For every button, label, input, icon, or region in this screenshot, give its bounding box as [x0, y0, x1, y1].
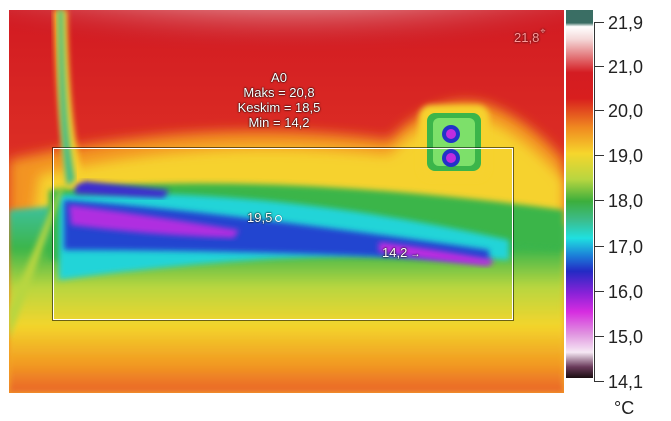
hotspot-value: 21,8 — [514, 30, 540, 45]
roi-min: Min = 14,2 — [248, 115, 310, 130]
scale-tick — [594, 155, 604, 156]
hotspot-marker: 21,8⌖ — [514, 26, 546, 45]
scale-label: 20,0 — [608, 101, 644, 121]
thermal-image: A0 Maks = 20,8 Keskim = 18,5 Min = 14,2 … — [9, 10, 564, 393]
scale-label: 17,0 — [608, 237, 644, 257]
scale-tick — [594, 336, 604, 337]
roi-rectangle-a0[interactable] — [53, 148, 513, 320]
scale-label: 15,0 — [608, 327, 644, 347]
roi-readout: A0 Maks = 20,8 Keskim = 18,5 Min = 14,2 — [214, 70, 344, 130]
scale-tick — [594, 110, 604, 111]
coldspot-value: 14,2 — [382, 245, 408, 260]
scale-label: 19,0 — [608, 146, 644, 166]
temperature-scale-bar — [566, 10, 593, 378]
center-spot-marker: 19,5 — [247, 210, 283, 225]
scale-tick — [594, 22, 604, 23]
scale-label: 14,1 — [608, 372, 644, 392]
scale-label: 16,0 — [608, 282, 644, 302]
thermal-heatmap — [9, 10, 564, 393]
scale-label: 18,0 — [608, 191, 644, 211]
scale-tick — [594, 291, 604, 292]
roi-max: Maks = 20,8 — [243, 85, 315, 100]
scale-label: 21,0 — [608, 57, 644, 77]
scale-tick — [594, 381, 604, 382]
scale-tick — [594, 200, 604, 201]
roi-avg: Keskim = 18,5 — [237, 100, 321, 115]
scale-unit: °C — [614, 398, 635, 418]
center-spot-value: 19,5 — [247, 210, 273, 225]
coldspot-marker: 14,2 → — [382, 245, 421, 260]
scale-tick — [594, 66, 604, 67]
scale-axis-line — [594, 22, 595, 382]
roi-name: A0 — [271, 70, 287, 85]
crosshair-icon — [275, 215, 283, 223]
scale-tick — [594, 246, 604, 247]
scale-label: 21,9 — [608, 13, 644, 33]
